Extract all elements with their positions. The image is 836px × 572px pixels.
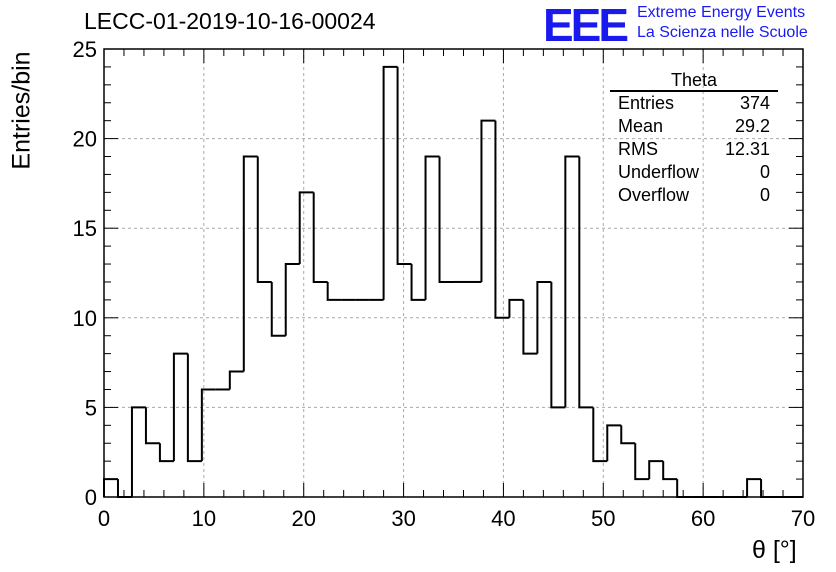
histogram-bin	[494, 120, 510, 319]
histogram-bin	[620, 425, 636, 445]
stats-label: Underflow	[618, 162, 700, 182]
stats-value: 374	[739, 93, 770, 113]
histogram-bin	[438, 156, 454, 283]
histogram-bin	[326, 281, 342, 301]
x-tick-label: 30	[391, 506, 415, 531]
histogram-bin	[130, 406, 146, 497]
stats-row: Entries 374	[610, 92, 778, 115]
stats-label: Mean	[618, 116, 664, 136]
histogram-bin	[564, 155, 580, 408]
y-tick-label: 20	[73, 127, 97, 152]
histogram-bin	[634, 443, 650, 481]
stats-label: Overflow	[618, 185, 690, 205]
x-tick-label: 40	[491, 506, 515, 531]
stats-label: RMS	[618, 139, 658, 159]
histogram-bin	[522, 299, 538, 355]
histogram-bin	[396, 66, 412, 266]
stats-row: Overflow 0	[610, 184, 778, 207]
stats-value: 12.31	[724, 139, 770, 159]
x-tick-label: 70	[791, 506, 815, 531]
plot-frame	[103, 48, 804, 498]
stats-row: Mean 29.2	[610, 115, 778, 138]
x-tick-label: 0	[98, 506, 110, 531]
histogram-bin	[662, 461, 678, 481]
stats-title: Theta	[610, 70, 778, 92]
histogram-bin	[536, 280, 552, 354]
stats-label: Entries	[618, 93, 675, 113]
stats-row: Underflow 0	[610, 161, 778, 184]
histogram-bin	[242, 155, 258, 372]
histogram-bin	[592, 407, 608, 463]
stats-box: Theta Entries 374 Mean 29.2 RMS 12.31 Under…	[610, 70, 778, 207]
histogram-bin	[578, 156, 594, 409]
histogram-bin	[186, 353, 202, 463]
histogram-bin	[228, 370, 244, 390]
histogram-bin	[382, 65, 398, 300]
histogram-bin	[116, 479, 132, 498]
histogram-bin	[508, 298, 524, 318]
histogram-bin	[424, 155, 440, 300]
histogram-bin	[676, 479, 692, 498]
histogram-bin	[298, 191, 314, 265]
stats-value: 29.2	[734, 116, 770, 136]
histogram-bin	[284, 263, 300, 336]
y-tick-label: 15	[73, 216, 97, 241]
histogram-bin	[410, 264, 426, 301]
x-tick-label: 10	[192, 506, 216, 531]
stats-row: RMS 12.31	[610, 138, 778, 161]
y-tick-label: 5	[85, 395, 97, 420]
y-tick-label: 10	[73, 306, 97, 331]
histogram-bin	[270, 281, 286, 337]
histogram-bin	[144, 407, 160, 445]
logo-subtitle-2: La Scienza nelle Scuole	[637, 24, 808, 41]
x-tick-label: 60	[691, 506, 715, 531]
histogram-bin	[746, 478, 762, 497]
histogram-bin	[312, 192, 328, 283]
eee-logo: EEE	[543, 0, 629, 51]
histogram-bin	[760, 479, 776, 498]
histogram-bin	[606, 424, 622, 462]
histogram-bin	[158, 443, 174, 463]
stats-value: 0	[759, 185, 770, 205]
x-tick-label: 20	[291, 506, 315, 531]
histogram-bin	[256, 156, 272, 283]
histogram-bin	[103, 478, 118, 497]
y-tick-label: 25	[73, 37, 97, 62]
x-tick-label: 50	[591, 506, 615, 531]
logo-subtitle-1: Extreme Energy Events	[637, 4, 806, 21]
chart-title: LECC-01-2019-10-16-00024	[84, 8, 376, 34]
histogram-bin	[200, 388, 216, 462]
histogram-bin	[648, 460, 664, 480]
stats-value: 0	[759, 162, 770, 182]
histogram-bin	[550, 281, 566, 409]
histogram-bin	[480, 119, 496, 282]
y-tick-label: 0	[85, 485, 97, 510]
x-axis-label: θ [°]	[752, 536, 797, 564]
histogram-bin	[172, 352, 188, 462]
